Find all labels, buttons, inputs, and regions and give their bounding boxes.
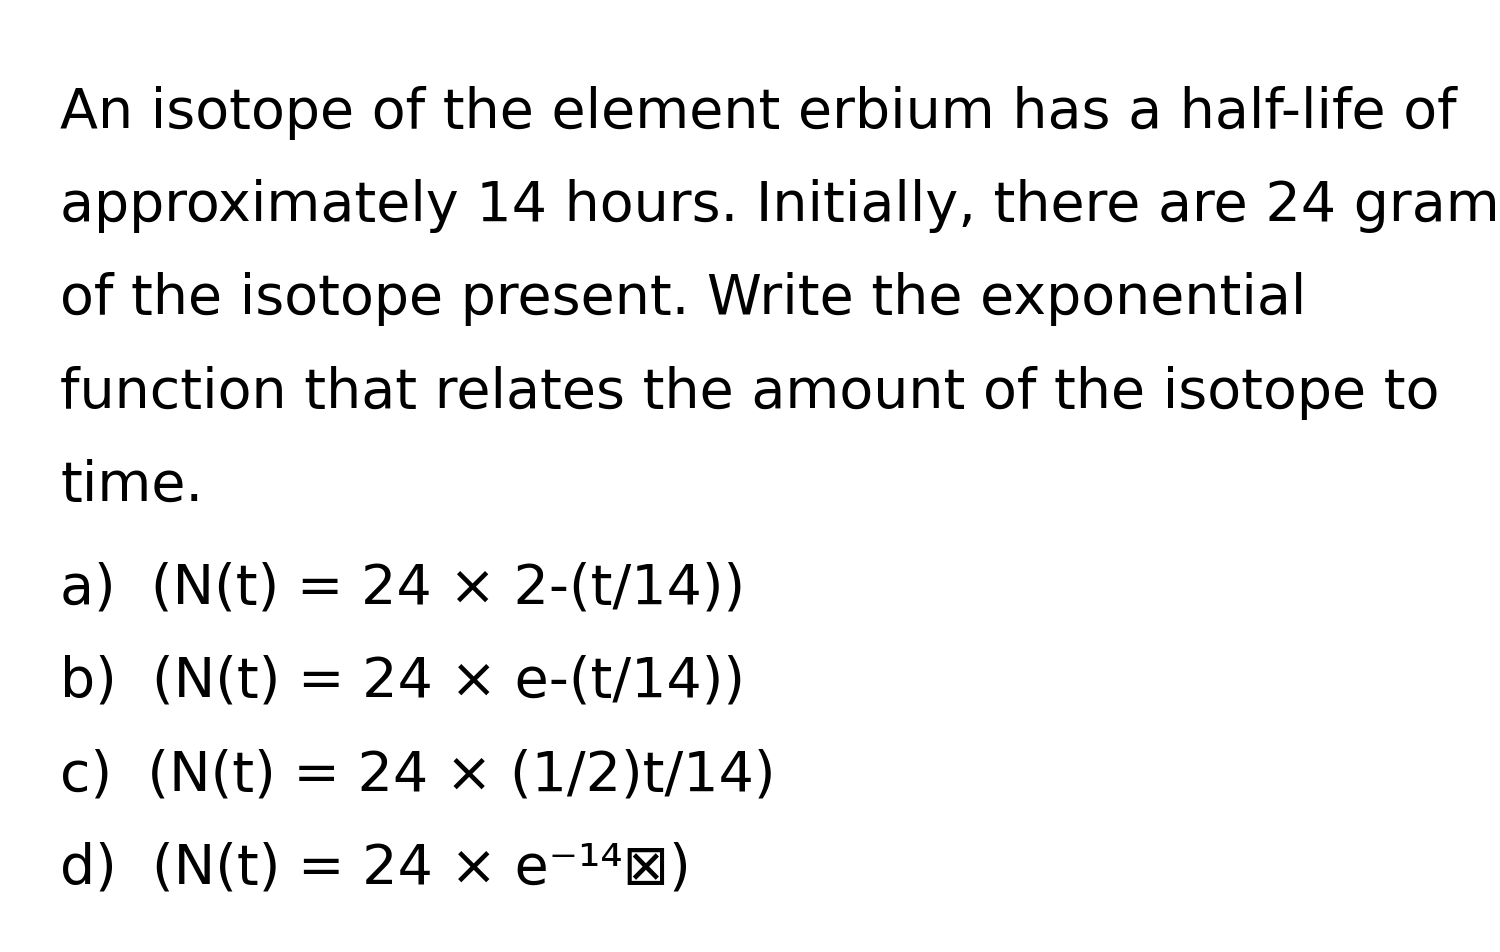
Text: d)  (N(t) = 24 × e⁻¹⁴⊠): d) (N(t) = 24 × e⁻¹⁴⊠) — [60, 842, 690, 896]
Text: a)  (N(t) = 24 × 2-(t/14)): a) (N(t) = 24 × 2-(t/14)) — [60, 562, 746, 616]
Text: function that relates the amount of the isotope to: function that relates the amount of the … — [60, 366, 1440, 420]
Text: An isotope of the element erbium has a half-life of: An isotope of the element erbium has a h… — [60, 86, 1456, 140]
Text: b)  (N(t) = 24 × e-(t/14)): b) (N(t) = 24 × e-(t/14)) — [60, 655, 746, 709]
Text: time.: time. — [60, 459, 202, 513]
Text: approximately 14 hours. Initially, there are 24 grams: approximately 14 hours. Initially, there… — [60, 179, 1500, 233]
Text: of the isotope present. Write the exponential: of the isotope present. Write the expone… — [60, 272, 1306, 327]
Text: c)  (N(t) = 24 × (1/2)t/14): c) (N(t) = 24 × (1/2)t/14) — [60, 748, 776, 803]
